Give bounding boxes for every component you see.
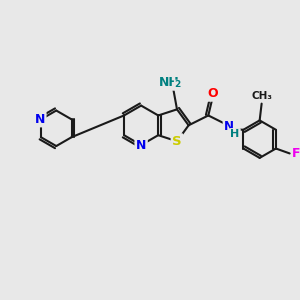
Text: NH: NH — [159, 76, 179, 89]
Text: N: N — [136, 139, 146, 152]
Text: F: F — [292, 147, 300, 160]
Text: S: S — [172, 135, 182, 148]
Text: N: N — [224, 120, 234, 133]
Text: CH₃: CH₃ — [251, 91, 272, 101]
Text: O: O — [207, 87, 217, 100]
Text: N: N — [35, 113, 45, 126]
Text: H: H — [230, 129, 240, 139]
Text: 2: 2 — [174, 80, 181, 89]
